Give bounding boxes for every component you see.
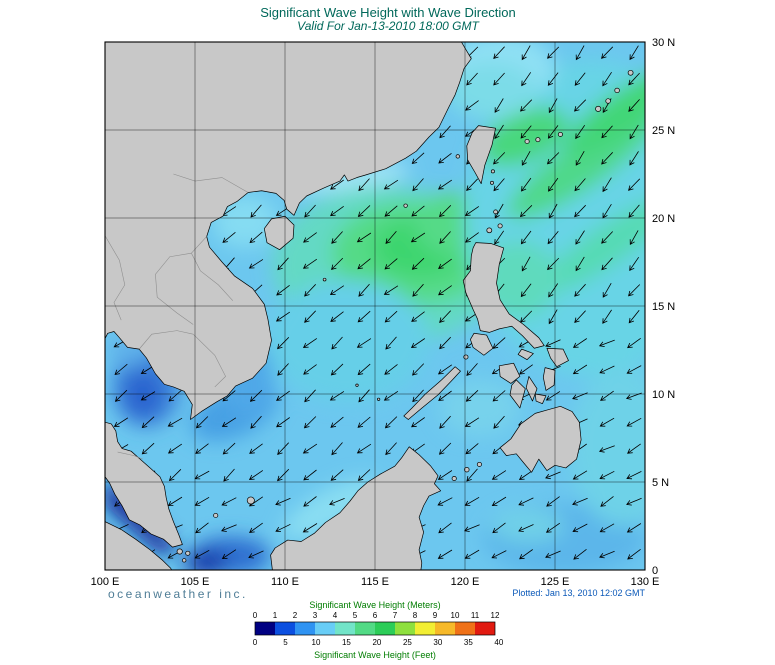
landmass-luzon — [463, 243, 544, 349]
island-dot — [377, 398, 380, 400]
latitude-tick-labels: 0 5 N 10 N 15 N 20 N 25 N 30 N — [652, 37, 675, 577]
colorbar: 0 1 2 3 4 5 6 7 8 9 10 11 120 5 10 15 20 25 30 35 40 — [253, 611, 504, 647]
svg-text:115 E: 115 E — [361, 576, 389, 588]
longitude-tick-labels: 100 E 105 E 110 E 115 E 120 E 125 E 130 E — [91, 576, 660, 588]
island-dot — [464, 355, 468, 359]
landmass-mindanao — [500, 406, 581, 472]
island-dot — [456, 155, 460, 159]
svg-text:7: 7 — [393, 611, 398, 620]
svg-text:3: 3 — [313, 611, 318, 620]
svg-text:5 N: 5 N — [652, 477, 669, 489]
land-masses — [105, 41, 633, 570]
island-dot — [536, 138, 540, 142]
svg-text:110 E: 110 E — [271, 576, 299, 588]
island-dot — [615, 88, 620, 93]
colorbar-legend: Significant Wave Height (Meters) Signifi… — [253, 600, 504, 660]
svg-text:15: 15 — [342, 638, 351, 647]
svg-text:6: 6 — [373, 611, 378, 620]
svg-text:4: 4 — [333, 611, 338, 620]
island-dot — [323, 278, 326, 281]
plotted-timestamp: Plotted: Jan 13, 2010 12:02 GMT — [512, 588, 645, 598]
landmass-mindoro — [470, 333, 493, 355]
svg-text:125 E: 125 E — [541, 576, 570, 588]
svg-text:0: 0 — [652, 565, 658, 577]
chart-subtitle: Valid For Jan-13-2010 18:00 GMT — [297, 19, 480, 33]
island-dot — [247, 497, 254, 504]
legend-meters-label: Significant Wave Height (Meters) — [309, 600, 440, 610]
landmass-mainland-asia — [105, 41, 471, 420]
legend-feet-label: Significant Wave Height (Feet) — [314, 650, 436, 660]
svg-text:100 E: 100 E — [91, 576, 120, 588]
landmass-palawan — [404, 367, 461, 420]
island-dot — [498, 224, 502, 228]
landmass-samar — [547, 348, 569, 366]
island-dot — [525, 139, 529, 143]
landmass-bohol — [535, 394, 546, 404]
landmass-sumatra — [105, 522, 172, 570]
island-dot — [558, 132, 562, 136]
landmass-leyte — [543, 368, 555, 391]
svg-text:20: 20 — [372, 638, 381, 647]
svg-text:12: 12 — [491, 611, 500, 620]
svg-text:30 N: 30 N — [652, 37, 675, 49]
landmass-panay — [499, 363, 520, 383]
island-dot — [487, 228, 492, 233]
island-dot — [606, 99, 611, 104]
svg-text:25: 25 — [403, 638, 412, 647]
landmass-cebu — [526, 376, 537, 401]
svg-text:130 E: 130 E — [631, 576, 660, 588]
chart-title: Significant Wave Height with Wave Direct… — [260, 5, 516, 20]
svg-text:25 N: 25 N — [652, 125, 675, 137]
island-dot — [186, 551, 190, 555]
svg-text:5: 5 — [283, 638, 288, 647]
svg-text:2: 2 — [293, 611, 298, 620]
land-layer — [105, 41, 633, 570]
island-dot — [494, 210, 498, 214]
landmass-borneo — [271, 447, 441, 570]
landmass-hainan — [264, 216, 294, 249]
svg-text:10: 10 — [451, 611, 460, 620]
island-dot — [214, 513, 218, 517]
svg-text:0: 0 — [253, 638, 258, 647]
island-dot — [491, 170, 494, 173]
country-borders — [105, 174, 248, 459]
svg-text:10: 10 — [312, 638, 321, 647]
map-frame — [104, 41, 646, 571]
grid-lines — [105, 42, 645, 570]
island-dot — [182, 559, 186, 563]
svg-text:5: 5 — [353, 611, 358, 620]
svg-text:11: 11 — [471, 611, 480, 620]
svg-text:9: 9 — [433, 611, 438, 620]
svg-text:0: 0 — [253, 611, 258, 620]
island-dot — [404, 204, 408, 208]
svg-text:120 E: 120 E — [451, 576, 480, 588]
island-dot — [628, 70, 633, 75]
island-dot — [477, 462, 481, 466]
island-dot — [596, 106, 601, 111]
svg-text:35: 35 — [464, 638, 473, 647]
island-dot — [356, 384, 359, 386]
landmass-taiwan — [467, 126, 496, 184]
svg-text:20 N: 20 N — [652, 213, 675, 225]
island-dot — [490, 181, 493, 184]
branding-text: oceanweather inc. — [108, 587, 248, 601]
svg-text:10 N: 10 N — [652, 389, 675, 401]
island-dot — [464, 467, 469, 472]
island-dot — [452, 476, 456, 480]
svg-text:1: 1 — [273, 611, 278, 620]
svg-text:40: 40 — [494, 638, 503, 647]
svg-text:30: 30 — [433, 638, 442, 647]
svg-text:15 N: 15 N — [652, 301, 675, 313]
svg-text:8: 8 — [413, 611, 418, 620]
svg-text:105 E: 105 E — [181, 576, 210, 588]
island-dot — [177, 549, 182, 554]
landmass-masbate — [518, 349, 533, 360]
